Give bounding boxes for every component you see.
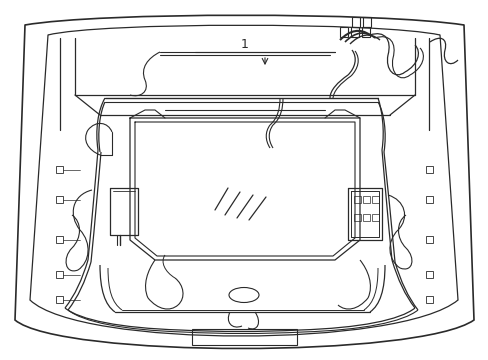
Bar <box>425 196 432 203</box>
Bar <box>56 166 63 173</box>
Bar <box>362 17 370 27</box>
Bar <box>362 196 369 203</box>
Bar <box>56 296 63 303</box>
Bar <box>351 17 359 27</box>
Bar <box>425 166 432 173</box>
Bar <box>350 27 358 37</box>
Bar <box>192 329 296 345</box>
Bar <box>353 214 360 221</box>
Bar <box>371 196 378 203</box>
Bar <box>425 236 432 243</box>
Bar <box>353 196 360 203</box>
Bar <box>361 27 369 37</box>
Bar <box>56 271 63 278</box>
Bar <box>56 236 63 243</box>
Bar <box>56 196 63 203</box>
Bar <box>371 214 378 221</box>
Bar <box>425 271 432 278</box>
Bar <box>362 214 369 221</box>
Bar <box>425 296 432 303</box>
Bar <box>339 27 347 37</box>
Text: 1: 1 <box>241 37 248 50</box>
